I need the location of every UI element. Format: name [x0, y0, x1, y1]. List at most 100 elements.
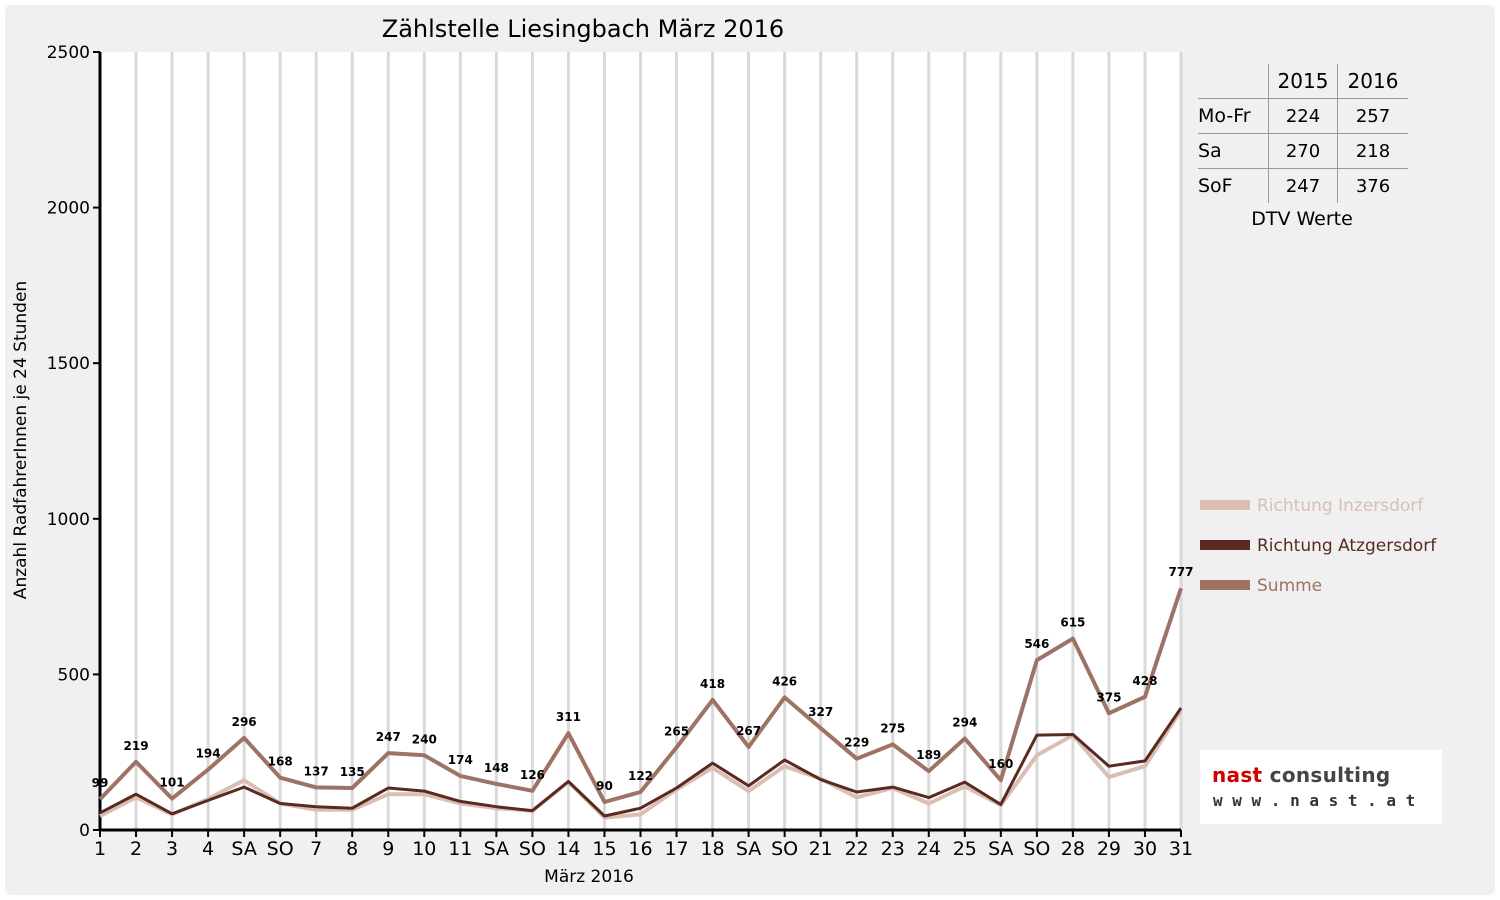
dtv-cell: 270 [1268, 133, 1338, 169]
data-label: 275 [880, 721, 905, 735]
data-label: 126 [520, 768, 545, 782]
x-tick-label: SA [231, 838, 256, 860]
logo-name-rest: consulting [1262, 763, 1391, 787]
x-tick-label: 1 [94, 838, 106, 860]
series-line [99, 707, 1183, 818]
x-axis-title: März 2016 [544, 867, 634, 887]
y-tick-label: 2000 [47, 199, 90, 219]
data-label: 135 [340, 765, 365, 779]
x-tick-label: 16 [628, 838, 652, 860]
series-lines [98, 587, 1183, 820]
dtv-cell: 257 [1337, 98, 1408, 134]
data-label: 247 [376, 730, 401, 744]
dtv-row-label: Mo-Fr [1198, 98, 1269, 134]
data-label: 194 [196, 747, 221, 761]
y-tick-labels: 0 500 1000 1500 2000 2500 [47, 43, 100, 841]
x-tick-label: SA [484, 838, 509, 860]
logo-url: w w w . n a s t . a t [1213, 791, 1416, 810]
y-tick-label: 1000 [47, 510, 90, 530]
y-tick-label: 2500 [47, 43, 90, 63]
x-tick-label: 30 [1133, 838, 1157, 860]
legend: Richtung Inzersdorf Richtung Atzgersdorf S… [1200, 496, 1437, 596]
legend-label: Richtung Atzgersdorf [1257, 536, 1437, 556]
data-label: 137 [304, 764, 329, 778]
x-tick-label: SA [736, 838, 761, 860]
x-tick-label: 24 [917, 838, 941, 860]
data-label: 327 [808, 705, 833, 719]
logo-name: nast consulting [1212, 763, 1390, 787]
x-tick-label: 3 [166, 838, 178, 860]
x-tick-label: 25 [953, 838, 977, 860]
dtv-row-label: SoF [1198, 168, 1269, 203]
data-labels: 99 219 101 194 296 168 137 135 247 240 174 148 126 31… [92, 565, 1194, 793]
dtv-row-label: Sa [1198, 133, 1269, 169]
x-tick-label: SO [519, 838, 546, 860]
y-tick-label: 500 [58, 665, 90, 685]
series-line [98, 587, 1183, 804]
x-tick-label: 11 [448, 838, 472, 860]
x-tick-label: SO [771, 838, 798, 860]
x-tick-labels: 1 2 3 4 SA SO 7 8 9 10 11 SA SO 14 15 16 17 18 SA SO 21 22 23 2… [94, 830, 1193, 860]
x-tick-label: 22 [845, 838, 869, 860]
data-label: 240 [412, 732, 437, 746]
logo-name-accent: nast [1212, 763, 1263, 787]
data-label: 189 [916, 748, 941, 762]
dtv-caption: DTV Werte [1251, 208, 1353, 230]
data-label: 615 [1060, 616, 1085, 630]
data-label: 546 [1024, 637, 1049, 651]
x-tick-label: 29 [1097, 838, 1121, 860]
data-label: 229 [844, 736, 869, 750]
x-tick-label: 23 [881, 838, 905, 860]
data-label: 296 [232, 715, 257, 729]
x-tick-label: 9 [382, 838, 394, 860]
x-tick-label: 14 [556, 838, 580, 860]
dtv-header-2015: 2015 [1268, 64, 1338, 99]
dtv-cell: 224 [1268, 98, 1338, 134]
gridlines [134, 52, 1183, 830]
data-label: 777 [1168, 565, 1193, 579]
x-tick-label: 2 [130, 838, 142, 860]
data-label: 219 [124, 739, 149, 753]
company-logo: nast consulting w w w . n a s t . a t [1200, 750, 1442, 824]
dtv-cell: 376 [1337, 168, 1408, 203]
data-label: 265 [664, 725, 689, 739]
data-label: 90 [596, 779, 613, 793]
y-tick-label: 0 [79, 821, 90, 841]
x-tick-label: SO [1023, 838, 1050, 860]
x-tick-label: SA [988, 838, 1013, 860]
data-label: 428 [1132, 674, 1157, 688]
y-axis-title: Anzahl RadfahrerInnen je 24 Stunden [11, 281, 31, 599]
x-tick-label: 15 [592, 838, 616, 860]
x-tick-label: 8 [346, 838, 358, 860]
data-label: 174 [448, 753, 473, 767]
data-label: 426 [772, 674, 797, 688]
legend-label: Richtung Inzersdorf [1257, 496, 1424, 516]
x-tick-label: 17 [664, 838, 688, 860]
legend-swatch [1200, 540, 1250, 550]
dtv-header-2016: 2016 [1347, 69, 1399, 93]
data-label: 294 [952, 716, 977, 730]
x-tick-label: 7 [310, 838, 322, 860]
data-label: 418 [700, 677, 725, 691]
y-tick-label: 1500 [47, 354, 90, 374]
x-tick-label: 21 [809, 838, 833, 860]
data-label: 311 [556, 710, 581, 724]
data-label: 122 [628, 769, 653, 783]
dtv-table: 2015 2016 Mo-Fr 224 257 Sa 270 218 SoF 2… [1198, 64, 1408, 203]
legend-swatch [1200, 580, 1250, 590]
legend-label: Summe [1257, 576, 1322, 596]
data-label: 375 [1096, 690, 1121, 704]
data-label: 99 [92, 776, 109, 790]
x-tick-label: SO [267, 838, 294, 860]
x-tick-label: 18 [700, 838, 724, 860]
data-label: 148 [484, 761, 509, 775]
dtv-cell: 247 [1268, 168, 1338, 203]
chart-title: Zählstelle Liesingbach März 2016 [382, 15, 784, 43]
data-label: 267 [736, 724, 761, 738]
data-label: 101 [160, 776, 185, 790]
legend-swatch [1200, 500, 1250, 510]
x-tick-label: 4 [202, 838, 214, 860]
x-tick-label: 28 [1061, 838, 1085, 860]
data-label: 160 [988, 757, 1013, 771]
